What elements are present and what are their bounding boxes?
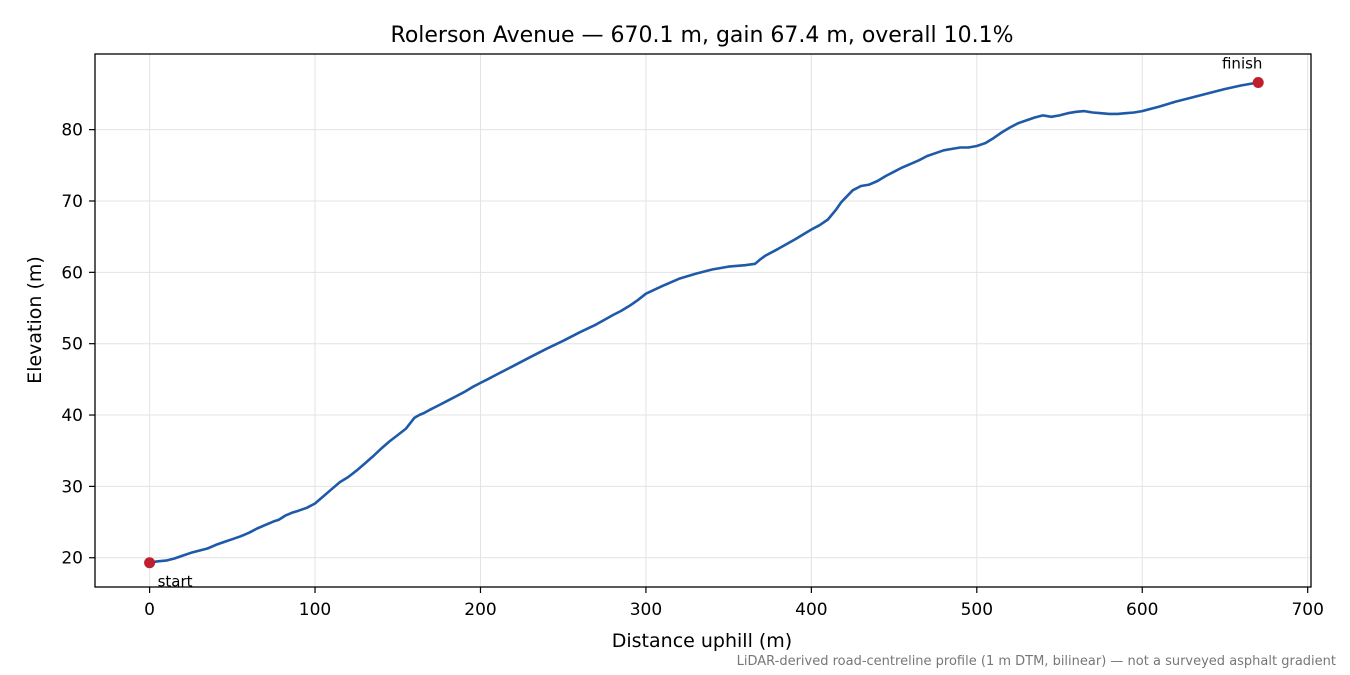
y-tick-label: 80 xyxy=(61,121,83,141)
y-axis-label: Elevation (m) xyxy=(24,256,46,384)
x-tick-label: 600 xyxy=(1126,600,1158,620)
x-tick-label: 300 xyxy=(630,600,662,620)
start-label: start xyxy=(158,573,193,591)
footnote: LiDAR-derived road-centreline profile (1… xyxy=(737,654,1336,669)
x-tick-label: 0 xyxy=(144,600,155,620)
finish-marker xyxy=(1252,77,1264,89)
y-tick-label: 70 xyxy=(61,192,83,212)
x-axis-label: Distance uphill (m) xyxy=(612,630,792,652)
x-tick-label: 400 xyxy=(795,600,827,620)
y-tick-label: 40 xyxy=(61,406,83,426)
x-tick-label: 500 xyxy=(961,600,993,620)
y-tick-label: 20 xyxy=(61,549,83,569)
finish-label: finish xyxy=(1222,55,1262,73)
axis-ticks: 0 100 200 300 400 500 600 700 20 30 40 50 60 70 80 xyxy=(61,121,1324,620)
chart-title: Rolerson Avenue — 670.1 m, gain 67.4 m, … xyxy=(391,23,1014,48)
grid-lines xyxy=(95,54,1311,587)
x-tick-label: 200 xyxy=(464,600,496,620)
x-tick-label: 700 xyxy=(1291,600,1323,620)
y-tick-label: 50 xyxy=(61,335,83,355)
x-tick-label: 100 xyxy=(299,600,331,620)
start-marker xyxy=(144,557,156,569)
y-tick-label: 60 xyxy=(61,263,83,283)
y-tick-label: 30 xyxy=(61,477,83,497)
endpoint-markers: start finish xyxy=(144,55,1264,591)
plot-frame xyxy=(94,53,1312,588)
elevation-line xyxy=(148,81,1260,564)
